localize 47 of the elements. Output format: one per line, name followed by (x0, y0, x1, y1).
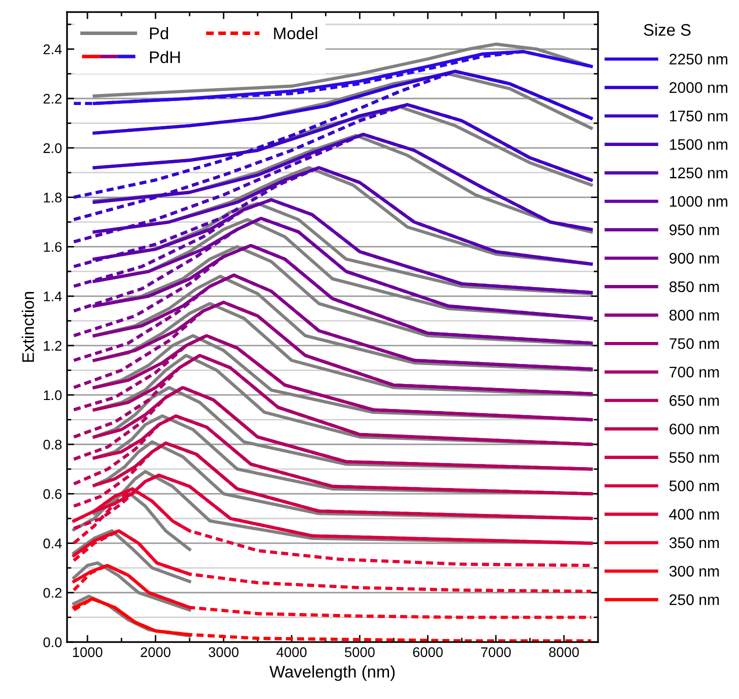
y-tick-label: 1.6 (44, 242, 62, 252)
legend-label: 1750 nm (670, 110, 728, 122)
y-axis-title: Extinction (22, 292, 34, 362)
y-tick-label: 0.0 (43, 637, 62, 648)
x-axis-title: Wavelength (nm) (269, 665, 395, 681)
y-tick-label: 0.2 (43, 588, 62, 598)
x-tick-label: 1000 (73, 647, 102, 658)
legend-label: 600 nm (670, 424, 719, 434)
legend-label: 2250 nm (670, 54, 728, 65)
legend-label: 2000 nm (670, 82, 728, 94)
x-tick-label: 5000 (344, 647, 375, 658)
x-tick-label: 3000 (208, 647, 239, 658)
y-tick-label: 0.8 (43, 440, 62, 450)
legend-label: 950 nm (670, 224, 719, 236)
x-tick-label: 8000 (549, 647, 579, 658)
y-tick-label: 0.4 (43, 538, 62, 548)
legend-label: 250 nm (670, 594, 719, 606)
legend-label: Model (274, 27, 318, 40)
x-tick-label: 2000 (140, 647, 170, 658)
legend-label: 400 nm (669, 508, 719, 520)
x-tick-label: 6000 (413, 647, 443, 658)
y-tick-label: 0.6 (43, 489, 62, 499)
legend-label: 350 nm (669, 537, 719, 548)
y-tick-label: 2.4 (44, 44, 62, 54)
y-tick-label: 2.0 (44, 143, 62, 154)
legend-label: 550 nm (669, 452, 719, 463)
y-tick-label: 1.8 (44, 192, 62, 202)
legend-label: 700 nm (670, 366, 719, 378)
legend-label: 850 nm (669, 281, 719, 292)
legend-label: 500 nm (669, 480, 719, 492)
legend-label: 800 nm (669, 310, 719, 321)
y-tick-label: 2.2 (44, 94, 62, 104)
legend-label: 1000 nm (670, 196, 728, 207)
y-tick-label: 1.4 (44, 292, 62, 302)
y-tick-label: 1.2 (44, 340, 62, 351)
legend-label: 1500 nm (670, 139, 728, 150)
legend-label: 650 nm (670, 395, 719, 406)
legend-label: Pd (150, 27, 168, 40)
legend-label: 1250 nm (670, 168, 728, 178)
legend-title: Size S (644, 24, 691, 36)
legend-label: 300 nm (669, 566, 719, 577)
legend-label: 900 nm (670, 252, 719, 264)
y-tick-label: 1.0 (44, 390, 62, 400)
legend-label: 750 nm (670, 338, 719, 350)
x-tick-label: 7000 (481, 647, 511, 658)
x-tick-label: 4000 (276, 647, 307, 658)
annotation: PdH (150, 50, 180, 64)
